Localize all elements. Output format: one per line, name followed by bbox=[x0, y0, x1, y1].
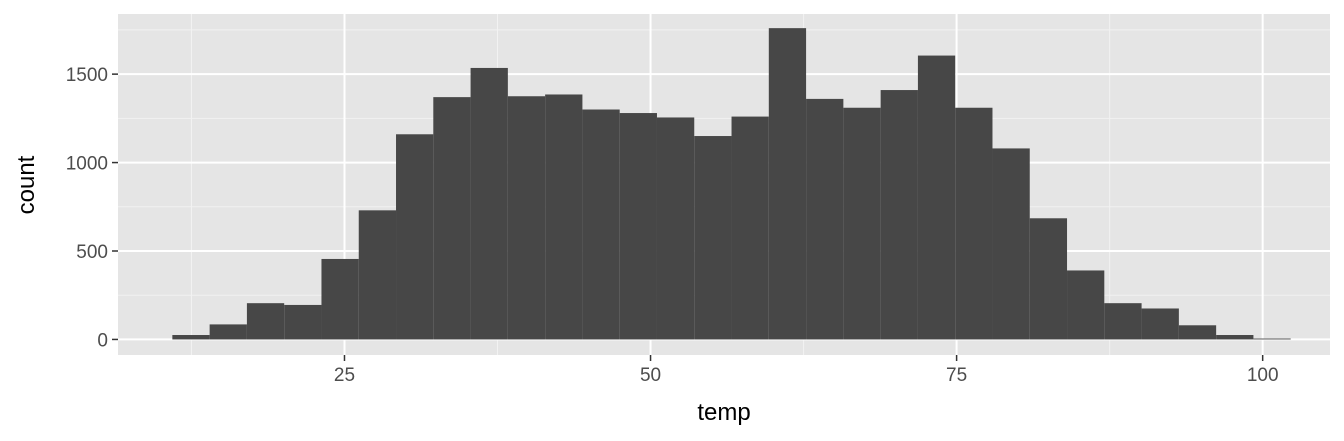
histogram-bar bbox=[209, 324, 247, 340]
histogram-bar bbox=[358, 210, 397, 340]
histogram-bar bbox=[1141, 308, 1179, 340]
y-tick-label: 1000 bbox=[66, 154, 108, 175]
histogram-bar bbox=[1029, 218, 1068, 340]
histogram-bar bbox=[246, 303, 285, 340]
x-tick-label: 50 bbox=[640, 365, 661, 386]
histogram-bar bbox=[321, 258, 359, 340]
y-tick-label: 1500 bbox=[66, 65, 108, 86]
histogram-bar bbox=[694, 136, 732, 340]
histogram-bar bbox=[582, 109, 620, 340]
histogram-bar bbox=[545, 94, 583, 340]
histogram-bar bbox=[1178, 325, 1217, 340]
histogram-bar bbox=[470, 67, 508, 340]
histogram-bar bbox=[917, 55, 956, 340]
y-axis-title: count bbox=[13, 155, 40, 214]
x-axis-title: temp bbox=[697, 399, 750, 426]
histogram-bar bbox=[1253, 338, 1291, 340]
histogram-bar bbox=[731, 116, 769, 340]
histogram-bar bbox=[880, 90, 918, 340]
histogram-bars bbox=[172, 28, 1291, 340]
histogram-bar bbox=[507, 96, 546, 340]
y-axis: 0 500 1000 1500 bbox=[66, 65, 118, 351]
histogram-bar bbox=[396, 134, 434, 340]
histogram-bar bbox=[1104, 303, 1142, 340]
histogram-bar bbox=[656, 117, 695, 340]
histogram-bar bbox=[172, 335, 210, 340]
x-tick-label: 75 bbox=[946, 365, 967, 386]
histogram-bar bbox=[806, 98, 844, 340]
histogram-bar bbox=[284, 304, 322, 340]
histogram-bar bbox=[992, 148, 1030, 340]
x-axis: 25 50 75 100 bbox=[334, 355, 1279, 386]
y-tick-label: 500 bbox=[76, 242, 108, 263]
histogram-bar bbox=[1216, 335, 1254, 340]
histogram-bar bbox=[619, 113, 657, 340]
histogram-bar bbox=[433, 97, 471, 340]
y-tick-label: 0 bbox=[97, 330, 108, 351]
x-tick-label: 100 bbox=[1247, 365, 1279, 386]
histogram-bar bbox=[768, 28, 807, 340]
histogram-bar bbox=[1067, 270, 1105, 340]
x-tick-label: 25 bbox=[334, 365, 355, 386]
histogram-bar bbox=[843, 107, 881, 340]
histogram-bar bbox=[955, 107, 993, 340]
